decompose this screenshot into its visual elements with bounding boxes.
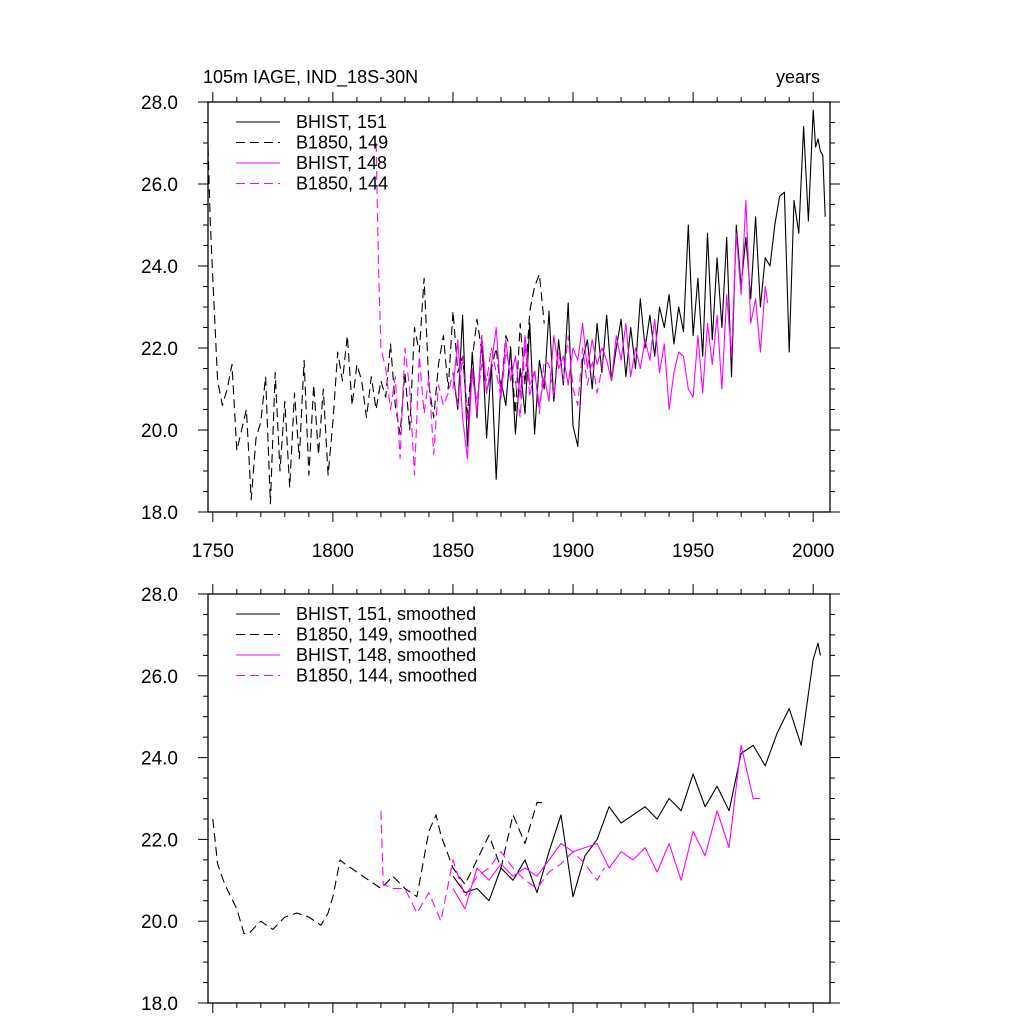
y-tick-label: 26.0 [141, 667, 178, 688]
y-tick-label: 28.0 [141, 93, 178, 114]
series-line [212, 802, 542, 935]
x-tick-label: 1900 [552, 541, 594, 562]
y-tick-label: 22.0 [141, 830, 178, 851]
figure-units-label: years [776, 67, 820, 87]
legend-label: BHIST, 148, smoothed [296, 645, 476, 665]
figure-title: 105m IAGE, IND_18S-30N [203, 67, 418, 88]
legend-label: B1850, 149 [296, 133, 388, 153]
y-tick-label: 24.0 [141, 257, 178, 278]
y-tick-label: 26.0 [141, 175, 178, 196]
series-line [207, 147, 545, 505]
y-tick-label: 18.0 [141, 994, 178, 1015]
legend-label: B1850, 144 [296, 174, 388, 194]
y-tick-label: 22.0 [141, 339, 178, 360]
y-tick-label: 28.0 [141, 585, 178, 606]
legend-label: B1850, 149, smoothed [296, 625, 477, 645]
legend-label: BHIST, 148 [296, 153, 387, 173]
series-line [375, 142, 605, 476]
chart-panel-smoothed: 18.0 20.0 22.0 24.0 26.0 28.0 BHIST, 151, smoo… [141, 584, 840, 1015]
series-line [380, 810, 605, 922]
y-tick-label: 24.0 [141, 749, 178, 770]
x-tick-label: 1850 [432, 541, 474, 562]
x-tick-label: 2000 [792, 541, 834, 562]
chart-panel-raw: 18.0 20.0 22.0 24.0 26.0 28.0 1750 1800 1850 1900… [141, 92, 840, 562]
legend-label: B1850, 144, smoothed [296, 666, 477, 686]
series-line [452, 109, 826, 480]
x-tick-label: 1800 [312, 541, 354, 562]
y-tick-label: 18.0 [141, 503, 178, 524]
series-line [452, 199, 769, 460]
legend-label: BHIST, 151, smoothed [296, 604, 476, 624]
y-tick-label: 20.0 [141, 421, 178, 442]
x-tick-label: 1750 [192, 541, 234, 562]
y-tick-label: 20.0 [141, 912, 178, 933]
series-line [452, 744, 761, 910]
x-tick-label: 1950 [672, 541, 714, 562]
legend-label: BHIST, 151 [296, 112, 387, 132]
